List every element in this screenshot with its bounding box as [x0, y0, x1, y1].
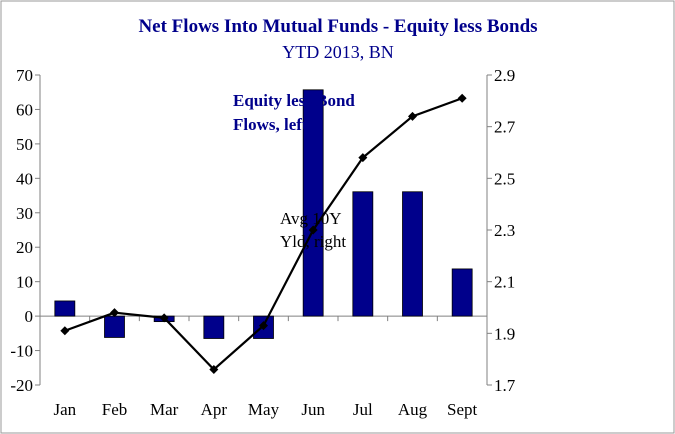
right-tick-label: 2.1 — [494, 273, 515, 292]
yield-point-mar — [159, 313, 169, 323]
yield-point-jan — [60, 326, 70, 336]
yield-point-jun — [308, 225, 318, 235]
x-tick-label: Mar — [150, 400, 179, 419]
x-tick-label: May — [248, 400, 280, 419]
bar-sept — [451, 268, 473, 317]
yield-series — [60, 93, 467, 374]
left-tick-label: 0 — [25, 307, 34, 326]
line-series-label-1: Avg 10Y — [280, 209, 342, 228]
x-tick-label: Jun — [301, 400, 325, 419]
x-tick-label: Sept — [447, 400, 478, 419]
right-tick-label: 2.3 — [494, 221, 515, 240]
bar-jul — [352, 191, 374, 317]
x-tick-label: Feb — [102, 400, 128, 419]
chart-title: Net Flows Into Mutual Funds - Equity les… — [138, 16, 537, 37]
left-tick-label: 60 — [16, 100, 33, 119]
right-tick-label: 1.9 — [494, 324, 515, 343]
bar-jun — [302, 89, 324, 317]
x-tick-label: Apr — [201, 400, 228, 419]
left-tick-label: -20 — [10, 376, 33, 395]
yield-point-aug — [408, 111, 417, 121]
left-tick-label: 20 — [16, 238, 33, 257]
right-tick-label: 2.9 — [494, 66, 515, 85]
bar-series-label-1: Equity less Bond — [233, 91, 355, 110]
yield-point-feb — [110, 308, 119, 318]
chart-subtitle: YTD 2013, BN — [282, 42, 394, 62]
left-tick-label: 40 — [16, 169, 33, 188]
x-tick-label: Jan — [53, 400, 76, 419]
right-tick-label: 1.7 — [494, 376, 516, 395]
bar-series-label-2: Flows, left — [233, 115, 308, 134]
yield-point-sept — [457, 93, 467, 103]
left-tick-label: 70 — [16, 66, 33, 85]
bar-feb — [104, 315, 125, 338]
x-tick-label: Jul — [353, 400, 373, 419]
bars — [54, 89, 473, 339]
left-tick-label: 50 — [16, 135, 33, 154]
yield-point-apr — [209, 365, 219, 374]
axes: Jan Feb Mar Apr May Jun Jul Aug Sept 70 60 50 40 30 20… — [10, 66, 515, 419]
bar-jan — [54, 300, 76, 317]
left-tick-label: 10 — [16, 273, 33, 292]
yield-point-may — [259, 321, 268, 331]
right-tick-label: 2.7 — [494, 118, 516, 137]
line-series-label-2: Yld, right — [280, 232, 346, 251]
x-tick-label: Aug — [398, 400, 428, 419]
left-tick-label: -10 — [10, 342, 33, 361]
left-tick-label: 30 — [16, 204, 33, 223]
right-tick-label: 2.5 — [494, 169, 515, 188]
bar-aug — [402, 191, 423, 317]
bar-apr — [203, 315, 225, 339]
yield-point-jul — [358, 153, 368, 163]
